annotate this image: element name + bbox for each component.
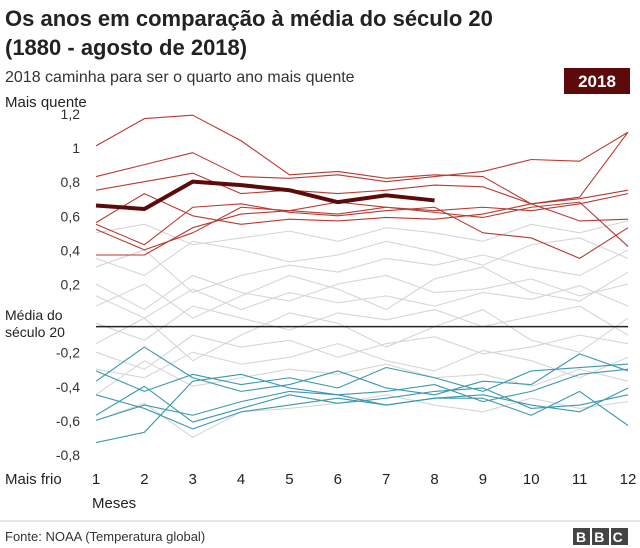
y-tick-label: 1,2: [61, 106, 81, 122]
zero-label: Média do século 20: [5, 307, 65, 340]
y-tick-label: -0,6: [56, 413, 80, 429]
subtitle: 2018 caminha para ser o quarto ano mais …: [5, 69, 355, 86]
series-line: [95, 387, 629, 421]
series-line: [95, 237, 629, 276]
series-line: [95, 285, 629, 319]
y-tick-label: 0,2: [61, 277, 81, 293]
x-tick-label: 1: [92, 471, 100, 488]
y-tick-label: 0,6: [61, 208, 81, 224]
y-tick-label: 1: [72, 140, 80, 156]
logo-box: [611, 528, 628, 545]
series-line: [95, 131, 629, 183]
series-line: [95, 394, 629, 438]
series-line: [95, 363, 629, 392]
y-tick-label: -0,8: [56, 447, 80, 463]
x-tick-label: 10: [523, 471, 540, 488]
y-tick-label: 0,8: [61, 174, 81, 190]
x-tick-label: 4: [237, 471, 245, 488]
series-line: [95, 193, 629, 225]
x-tick-label: 3: [189, 471, 197, 488]
annotation: Mais quente: [5, 94, 87, 111]
badge-bg: [564, 68, 630, 94]
x-tick-label: 5: [285, 471, 293, 488]
series-line: [96, 193, 629, 256]
series-line: [95, 334, 629, 370]
badge: 2018: [578, 72, 616, 91]
x-tick-label: 6: [334, 471, 342, 488]
series-line: [95, 172, 629, 205]
series-line: [95, 385, 629, 423]
y-tick-label: -0,2: [56, 345, 80, 361]
series-line: [95, 220, 629, 246]
annotation: Mais frio: [5, 471, 62, 488]
x-tick-label: 9: [479, 471, 487, 488]
x-tick-label: 8: [430, 471, 438, 488]
series-line: [95, 390, 629, 430]
x-tick-label: 2: [140, 471, 148, 488]
chart-title: (1880 - agosto de 2018): [5, 35, 247, 60]
series-line: [95, 368, 629, 444]
series-line: [95, 309, 629, 362]
plot: -0,8-0,6-0,4-0,20,20,40,60,811,21 2 3 4 5 6 7 8…: [56, 106, 636, 488]
y-tick-label: -0,4: [56, 379, 80, 395]
series-line: [95, 266, 629, 319]
series-line: [95, 249, 629, 294]
series-line: [95, 274, 629, 311]
series-line: [95, 360, 629, 396]
highlight-line: [95, 179, 435, 211]
series-line: [95, 343, 629, 379]
source: Fonte: NOAA (Temperatura global): [5, 529, 205, 544]
logo: BBC: [576, 529, 631, 545]
logo-box: [573, 528, 590, 545]
x-axis-label: Meses: [92, 495, 136, 512]
series-line: [95, 305, 629, 341]
x-tick-label: 7: [382, 471, 390, 488]
x-tick-label: 11: [572, 471, 588, 488]
chart-title: Os anos em comparação à média do século …: [5, 6, 493, 31]
logo-box: [592, 528, 609, 545]
series-line: [95, 203, 629, 259]
y-tick-label: 0,4: [61, 242, 81, 258]
x-tick-label: 12: [620, 471, 637, 488]
series-line: [95, 346, 629, 396]
